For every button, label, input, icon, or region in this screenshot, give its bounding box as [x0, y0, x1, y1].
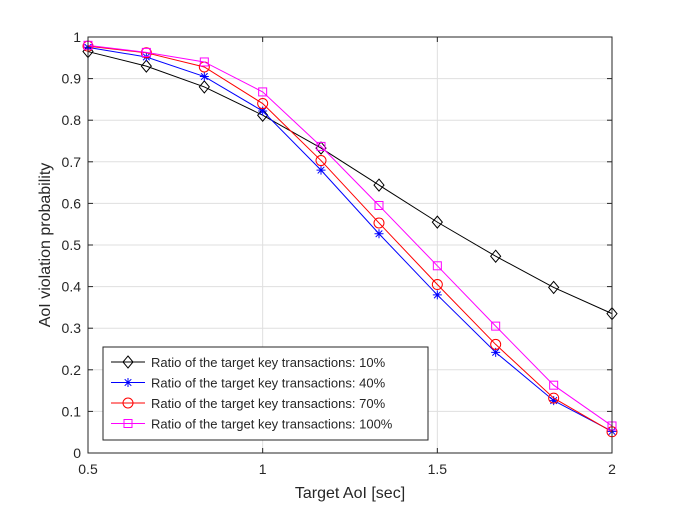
y-tick-label: 0.4 — [62, 279, 82, 295]
series-line — [87, 45, 613, 433]
data-point — [432, 261, 442, 271]
x-tick-label: 0.5 — [78, 461, 98, 477]
legend-marker — [122, 397, 134, 409]
legend: Ratio of the target key transactions: 10… — [102, 346, 429, 441]
legend-item-1: Ratio of the target key transactions: 10… — [111, 355, 386, 370]
data-point — [432, 290, 442, 300]
data-point — [316, 141, 326, 151]
data-point — [490, 249, 502, 264]
legend-marker — [123, 378, 133, 387]
legend-label: Ratio of the target key transactions: 10… — [151, 417, 393, 432]
y-tick-label: 0.8 — [62, 112, 82, 128]
y-tick-label: 0.9 — [62, 71, 82, 87]
data-point — [258, 87, 268, 97]
series-1 — [82, 44, 618, 321]
legend-label: Ratio of the target key transactions: 10… — [151, 355, 386, 370]
data-point — [316, 165, 326, 175]
data-point — [549, 380, 559, 390]
y-tick-label: 0.2 — [62, 362, 82, 378]
series-line — [87, 44, 613, 427]
y-tick-label: 0.3 — [62, 320, 82, 336]
data-point — [141, 52, 151, 62]
x-axis-label: Target AoI [sec] — [295, 485, 405, 502]
x-tick-label: 1 — [259, 461, 267, 477]
data-point — [431, 279, 443, 291]
data-point — [373, 178, 385, 192]
axis-ticks: 0.5 1 1.5 2 0 0.1 0.2 0.3 0.4 0.5 0.6 0.7 0.8 0.9 1 — [62, 29, 617, 477]
data-point — [315, 141, 327, 155]
data-point — [199, 72, 209, 82]
data-point — [374, 229, 384, 239]
data-point — [374, 200, 384, 210]
legend-label: Ratio of the target key transactions: 70… — [151, 396, 386, 411]
series-4 — [83, 40, 617, 431]
data-point — [490, 338, 502, 350]
legend-label: Ratio of the target key transactions: 40… — [151, 376, 386, 391]
y-tick-label: 0.7 — [62, 154, 82, 170]
data-point — [198, 80, 210, 94]
legend-box — [102, 346, 429, 441]
y-axis-label: AoI violation probability — [37, 163, 54, 328]
y-tick-label: 0.1 — [62, 403, 82, 419]
legend-marker — [122, 355, 134, 369]
legend-item-3: Ratio of the target key transactions: 70… — [111, 396, 386, 411]
legend-item-4: Ratio of the target key transactions: 10… — [111, 417, 393, 432]
data-point — [373, 217, 385, 229]
legend-item-2: Ratio of the target key transactions: 40… — [111, 376, 386, 391]
data-point — [140, 59, 152, 73]
y-tick-label: 0.6 — [62, 195, 82, 211]
data-point — [258, 106, 268, 116]
data-point — [257, 108, 269, 122]
data-point — [491, 347, 501, 357]
data-point — [315, 155, 327, 167]
data-point — [491, 321, 501, 331]
y-tick-label: 0 — [73, 445, 81, 461]
x-tick-label: 2 — [608, 461, 616, 477]
data-point — [549, 396, 559, 406]
legend-marker — [123, 419, 133, 428]
series-group — [82, 40, 618, 438]
series-line — [87, 46, 613, 432]
series-line — [87, 51, 613, 315]
data-point — [548, 392, 560, 404]
y-tick-label: 0.5 — [62, 237, 82, 253]
x-tick-label: 1.5 — [428, 461, 448, 477]
data-point — [431, 215, 443, 229]
data-point — [257, 98, 269, 110]
data-point — [199, 57, 209, 67]
data-point — [548, 280, 560, 295]
data-point — [141, 47, 151, 57]
y-tick-label: 1 — [73, 29, 81, 45]
